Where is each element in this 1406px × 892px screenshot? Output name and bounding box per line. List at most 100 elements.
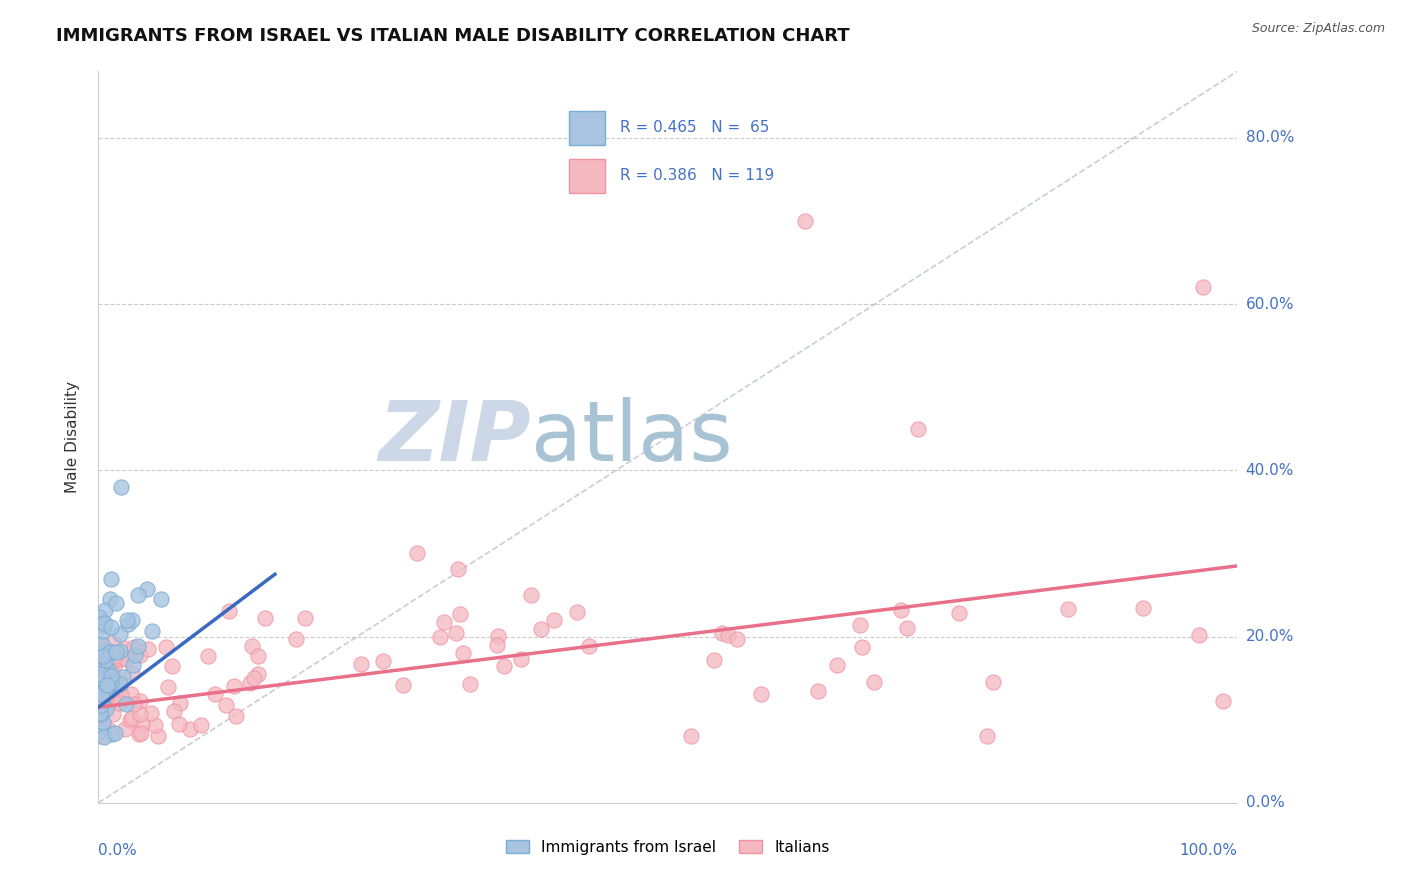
Point bbox=[710, 625, 733, 640]
Point bbox=[578, 639, 600, 653]
Point bbox=[1188, 628, 1211, 642]
Point bbox=[93, 731, 115, 745]
Point bbox=[371, 655, 394, 669]
Point bbox=[392, 678, 415, 692]
Point bbox=[215, 698, 238, 712]
Point bbox=[890, 603, 912, 617]
Point bbox=[243, 671, 266, 685]
Point bbox=[100, 619, 122, 633]
Point bbox=[97, 677, 120, 691]
Point bbox=[94, 684, 117, 698]
Point bbox=[896, 621, 918, 635]
Point bbox=[129, 648, 152, 662]
Point bbox=[150, 592, 173, 607]
Point bbox=[91, 656, 114, 670]
Point bbox=[135, 582, 157, 596]
Point bbox=[94, 603, 117, 617]
Point bbox=[225, 709, 247, 723]
Point bbox=[90, 664, 112, 678]
Point bbox=[117, 616, 139, 631]
Point bbox=[350, 657, 373, 671]
Point bbox=[89, 643, 111, 657]
Text: atlas: atlas bbox=[531, 397, 733, 477]
Point bbox=[97, 698, 120, 713]
Point bbox=[1057, 602, 1080, 616]
Text: ZIP: ZIP bbox=[378, 397, 531, 477]
Point bbox=[825, 658, 848, 673]
Point bbox=[131, 717, 153, 731]
Point bbox=[97, 677, 120, 691]
Point bbox=[97, 697, 120, 711]
Point bbox=[90, 706, 112, 721]
Point bbox=[96, 653, 118, 667]
Point bbox=[121, 614, 143, 628]
Point bbox=[90, 637, 112, 651]
Point bbox=[110, 688, 132, 702]
Point bbox=[451, 646, 474, 660]
Point bbox=[90, 698, 112, 712]
Point bbox=[89, 617, 111, 632]
Point bbox=[94, 657, 117, 671]
Point bbox=[105, 678, 128, 692]
Point bbox=[218, 604, 240, 618]
Point bbox=[91, 687, 114, 701]
Point bbox=[862, 675, 884, 690]
Text: IMMIGRANTS FROM ISRAEL VS ITALIAN MALE DISABILITY CORRELATION CHART: IMMIGRANTS FROM ISRAEL VS ITALIAN MALE D… bbox=[56, 27, 849, 45]
Point bbox=[851, 640, 873, 655]
Point bbox=[100, 669, 122, 683]
Point bbox=[247, 667, 270, 681]
Point bbox=[94, 677, 117, 691]
Point bbox=[96, 680, 118, 694]
Point bbox=[981, 675, 1004, 690]
Point bbox=[429, 630, 451, 644]
Point bbox=[103, 682, 125, 697]
Point bbox=[124, 648, 146, 663]
Point bbox=[136, 642, 159, 657]
Point bbox=[703, 653, 725, 667]
Point bbox=[148, 729, 170, 743]
Legend: Immigrants from Israel, Italians: Immigrants from Israel, Italians bbox=[501, 834, 835, 861]
Point bbox=[118, 713, 141, 727]
Point bbox=[110, 480, 132, 494]
Point bbox=[129, 693, 152, 707]
Point bbox=[447, 562, 470, 576]
Point bbox=[114, 697, 136, 711]
Point bbox=[157, 680, 180, 694]
Point bbox=[93, 673, 115, 688]
Point bbox=[97, 675, 120, 690]
Text: 80.0%: 80.0% bbox=[1246, 130, 1294, 145]
Point bbox=[433, 615, 456, 629]
Point bbox=[87, 650, 110, 665]
Point bbox=[93, 700, 115, 714]
Point bbox=[97, 664, 120, 678]
Text: 0.0%: 0.0% bbox=[1246, 796, 1284, 810]
Point bbox=[103, 653, 125, 667]
Point bbox=[127, 639, 149, 653]
Point bbox=[108, 652, 131, 666]
Point bbox=[543, 613, 565, 627]
Point bbox=[103, 677, 125, 691]
Text: 0.0%: 0.0% bbox=[98, 843, 138, 858]
Point bbox=[100, 645, 122, 659]
Point bbox=[120, 687, 142, 701]
Point bbox=[91, 673, 114, 688]
Point bbox=[976, 729, 998, 743]
Point bbox=[91, 693, 114, 707]
Point bbox=[716, 628, 738, 642]
Point bbox=[108, 644, 131, 658]
Text: 20.0%: 20.0% bbox=[1246, 629, 1294, 644]
Point bbox=[143, 717, 166, 731]
Point bbox=[793, 214, 815, 228]
Point bbox=[162, 659, 184, 673]
Point bbox=[107, 696, 129, 710]
Point bbox=[129, 726, 152, 740]
Point bbox=[89, 706, 111, 721]
Point bbox=[163, 705, 186, 719]
Point bbox=[93, 642, 115, 657]
Point bbox=[90, 670, 112, 684]
Point bbox=[93, 658, 115, 673]
Point bbox=[108, 673, 131, 688]
Point bbox=[87, 659, 110, 673]
Point bbox=[94, 702, 117, 716]
Point bbox=[948, 606, 970, 620]
